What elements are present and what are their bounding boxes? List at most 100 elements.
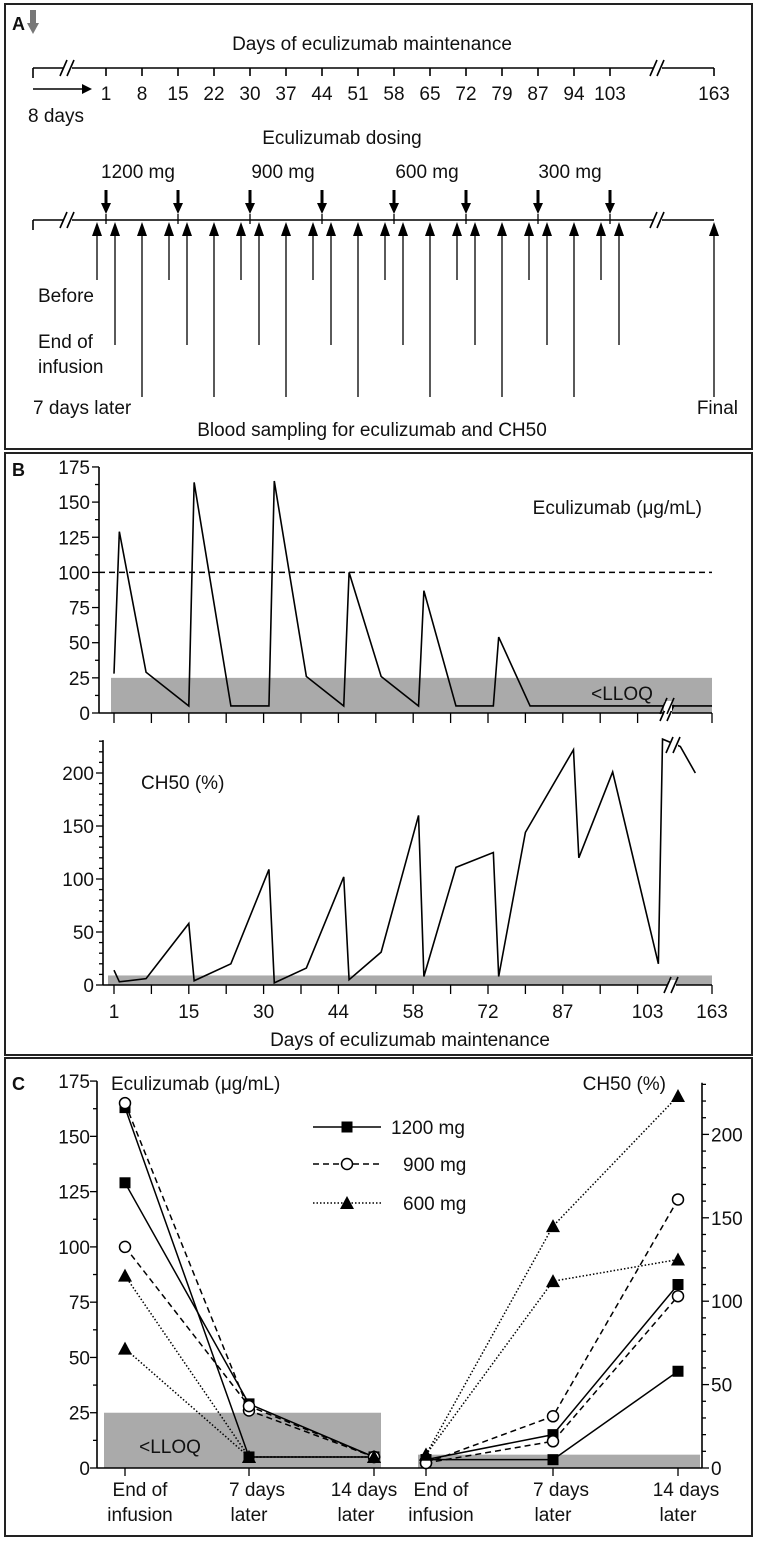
y-tick-label: 100 [58,563,90,584]
later-sample-arrow-icon-head [353,222,363,236]
series-break-mark [672,736,681,754]
before-sample-arrow-icon-head [308,222,318,236]
category-label: End of [113,1480,169,1501]
final-sample-arrow-icon-head [709,222,719,236]
category-label: 14 days [653,1480,720,1501]
sampling-axis-break-mark [59,211,68,229]
x-axis-title: Days of eculizumab maintenance [270,1030,550,1051]
pre-period-arrow-head [82,84,92,94]
panel-label-b: B [12,460,25,480]
panel-label-a: A [12,14,25,34]
dose-label: 600 mg [395,162,458,183]
dose-arrow-icon-head [101,203,111,214]
x-axis-break-mark [666,704,675,722]
ch50-series-line-900mg [425,1295,679,1464]
series-break-mark [666,697,675,715]
before-sample-arrow-icon-head [164,222,174,236]
lloq-band-right [418,1454,700,1468]
ch50-data-point-square-marker [547,1454,559,1466]
sampling-axis-break-gap [64,215,72,225]
start-arrow-icon [30,10,36,24]
end-infusion-sample-arrow-icon-head [182,222,192,236]
ch50-data-point-triangle-marker [671,1089,685,1103]
sampling-axis-break-mark [66,211,75,229]
x-tick-label: 163 [696,1002,728,1023]
top-axis-break-mark [656,59,665,77]
y-tick-label: 0 [83,976,94,997]
ch50-series-line-900mg [425,1199,679,1464]
eculizumab-data-point-triangle-marker [118,1341,132,1355]
day-tick-label: 163 [698,84,730,105]
before-sample-arrow-icon-head [92,222,102,236]
left-axis-title: Eculizumab (μg/mL) [111,1074,280,1095]
left-y-tick-label: 25 [69,1404,90,1425]
dose-arrow-icon-head [173,203,183,214]
dose-label: 300 mg [538,162,601,183]
y-tick-label: 0 [79,704,90,725]
y-tick-label: 125 [58,528,90,549]
y-tick-label: 100 [62,870,94,891]
ch50-data-point-circle-marker [546,1435,560,1448]
ch50-data-point-triangle-marker [419,1447,433,1461]
legend-label: 600 mg [403,1194,466,1215]
before-sample-arrow-icon-head [452,222,462,236]
category-label: 7 days [533,1480,589,1501]
category-label: later [535,1505,573,1526]
eculizumab-data-point-triangle-marker [242,1449,256,1463]
x-tick-label: 87 [552,1002,573,1023]
day-tick-label: 51 [347,84,368,105]
ch50-data-point-square-marker [547,1429,559,1441]
legend-circle-marker [340,1157,354,1171]
ch50-data-point-square-marker [672,1279,684,1291]
before-sample-arrow-icon-head [236,222,246,236]
right-y-tick-label: 50 [711,1376,732,1397]
right-y-tick-label: 200 [711,1125,743,1146]
dose-arrow-icon-head [317,203,327,214]
top-axis-break-mark [59,59,68,77]
day-tick-label: 94 [563,84,585,105]
category-label: infusion [408,1505,474,1526]
x-axis-break-mark [663,976,672,994]
x-tick-label: 15 [178,1002,199,1023]
series-break-gap [670,740,678,750]
left-y-tick-label: 150 [58,1127,90,1148]
left-y-tick-label: 175 [58,1072,90,1093]
ch50-series-line-600mg [425,1095,679,1456]
day-tick-label: 22 [203,84,224,105]
day-tick-label: 44 [311,84,333,105]
dose-arrow-icon-head [533,203,543,214]
before-sample-arrow-icon-head [596,222,606,236]
top-axis-break-mark [649,59,658,77]
dose-arrow-icon-head [461,203,471,214]
right-y-tick-label: 100 [711,1292,743,1313]
panel-label-c: C [12,1074,25,1094]
category-label: later [660,1505,698,1526]
eculizumab-data-point-square-marker [119,1177,131,1189]
x-tick-label: 58 [403,1002,424,1023]
category-label: later [338,1505,376,1526]
later-sample-arrow-icon-head [425,222,435,236]
dose-label: 1200 mg [101,162,175,183]
day-tick-label: 79 [491,84,512,105]
lloq-label: <LLOQ [591,684,653,705]
series-break-mark [659,697,668,715]
legend-triangle-marker [340,1196,354,1209]
y-tick-label: 175 [58,458,90,479]
category-label: End of [414,1480,470,1501]
ch50-data-point-triangle-marker [546,1274,560,1288]
dose-arrow-icon-head [605,203,615,214]
y-tick-label: 75 [69,599,90,620]
x-tick-label: 72 [477,1002,498,1023]
category-label: later [231,1505,269,1526]
before-label: Before [38,286,94,307]
day-tick-label: 1 [101,84,112,105]
panel-a-frame [4,3,753,450]
eculizumab-data-point-triangle-marker [118,1268,132,1282]
legend-square-marker [341,1121,353,1133]
eculizumab-series-title: Eculizumab (μg/mL) [533,498,702,519]
series-break-mark [665,736,674,754]
seven-days-later-label: 7 days later [33,398,132,419]
right-y-tick-label: 150 [711,1209,743,1230]
lloq-band [108,975,712,985]
y-tick-label: 150 [58,493,90,514]
